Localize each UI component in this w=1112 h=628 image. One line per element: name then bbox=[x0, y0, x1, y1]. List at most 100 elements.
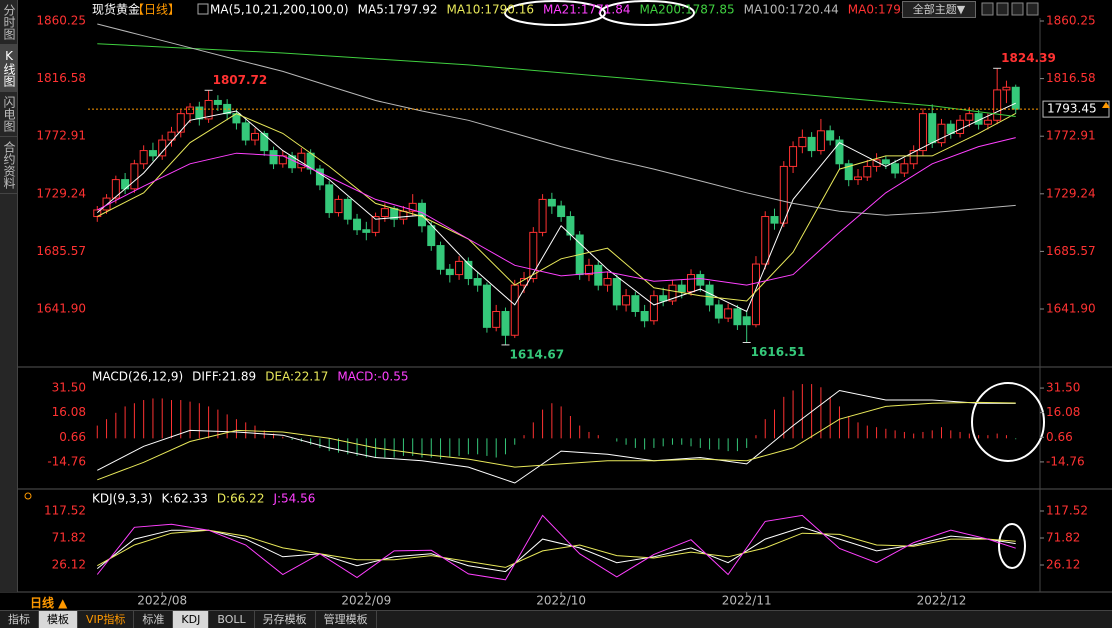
indicator-line bbox=[97, 23, 1016, 216]
candle-body bbox=[334, 198, 343, 214]
theme-select[interactable]: 全部主题▼ bbox=[902, 1, 976, 18]
y-tick-label: 1816.58 bbox=[36, 71, 86, 85]
candle-body bbox=[640, 311, 649, 322]
sidebar-tab[interactable]: 分时图 bbox=[0, 0, 17, 45]
tab[interactable]: 管理模板 bbox=[316, 611, 377, 628]
symbol: 现货黄金 bbox=[92, 2, 140, 17]
candle-body bbox=[1002, 86, 1011, 91]
tab[interactable]: KDJ bbox=[173, 611, 210, 628]
y-tick-label: 16.08 bbox=[1046, 405, 1080, 419]
candle-body bbox=[492, 311, 501, 328]
tab[interactable]: 另存模板 bbox=[255, 611, 316, 628]
y-tick-label: 1860.25 bbox=[36, 13, 86, 27]
button[interactable] bbox=[996, 2, 1009, 16]
sidebar-tab[interactable]: K线图 bbox=[0, 45, 17, 92]
sidebar-tab[interactable]: 合约资料 bbox=[0, 137, 17, 194]
y-tick-label: 31.50 bbox=[52, 381, 86, 395]
candle-body bbox=[325, 184, 334, 214]
period-select[interactable]: 日线 ▲ bbox=[30, 596, 68, 610]
candle-body bbox=[529, 231, 538, 280]
legend-item: MA200:1787.85 bbox=[640, 3, 735, 17]
y-tick-label: 117.52 bbox=[44, 504, 86, 518]
candle-body bbox=[891, 163, 900, 174]
y-tick-label: 0.66 bbox=[1046, 430, 1073, 444]
candle-body bbox=[139, 150, 148, 165]
candle-body bbox=[826, 130, 835, 141]
candle-body bbox=[111, 179, 120, 199]
indicator-line bbox=[97, 137, 1016, 286]
candle-body bbox=[612, 278, 621, 306]
tab[interactable]: VIP指标 bbox=[78, 611, 135, 628]
extreme-label: 1824.39 bbox=[1001, 51, 1056, 65]
y-tick-label: 1641.90 bbox=[1046, 302, 1096, 316]
y-tick-label: -14.76 bbox=[1046, 454, 1085, 468]
candle-body bbox=[223, 103, 232, 115]
extreme-label: 1807.72 bbox=[213, 73, 268, 87]
button[interactable] bbox=[1026, 2, 1039, 16]
legend-item: MACD(26,12,9) bbox=[92, 370, 183, 384]
y-tick-label: 71.82 bbox=[1046, 531, 1080, 545]
sidebar: 分时图 K线图 闪电图 合约资料 bbox=[0, 0, 18, 592]
last-price-label: 1793.45 bbox=[1047, 102, 1097, 116]
y-tick-label: 16.08 bbox=[52, 405, 86, 419]
legend-item: DEA:22.17 bbox=[265, 370, 328, 384]
tab[interactable]: 指标 bbox=[0, 611, 39, 628]
candle-body bbox=[510, 284, 519, 336]
legend-item: MA10:1790.16 bbox=[447, 3, 535, 17]
candle-body bbox=[427, 225, 436, 247]
y-tick-label: 31.50 bbox=[1046, 381, 1080, 395]
settings-icon[interactable] bbox=[197, 3, 209, 15]
sidebar-tab[interactable]: 闪电图 bbox=[0, 92, 17, 137]
candle-body bbox=[761, 216, 770, 265]
candle-body bbox=[130, 163, 139, 190]
candle-body bbox=[371, 216, 380, 233]
candle-body bbox=[993, 89, 1002, 121]
y-tick-label: 26.12 bbox=[1046, 557, 1080, 571]
legend-item: K:62.33 bbox=[162, 492, 208, 506]
tab[interactable]: BOLL bbox=[209, 611, 255, 628]
y-tick-label: 1860.25 bbox=[1046, 13, 1096, 27]
y-tick-label: 117.52 bbox=[1046, 504, 1088, 518]
button[interactable] bbox=[981, 2, 994, 16]
candle-body bbox=[436, 245, 445, 270]
legend-item: MA(5,10,21,200,100,0) bbox=[210, 3, 349, 17]
candle-body bbox=[186, 106, 195, 115]
highlight-ring bbox=[998, 523, 1026, 569]
y-tick-label: 1772.91 bbox=[1046, 129, 1096, 143]
candle-body bbox=[937, 123, 946, 144]
candle-body bbox=[918, 113, 927, 152]
candle-body bbox=[863, 165, 872, 178]
candle-body bbox=[649, 295, 658, 322]
indicator-line bbox=[97, 112, 1016, 302]
candle-body bbox=[733, 308, 742, 326]
legend-item: MA21:1771.84 bbox=[543, 3, 631, 17]
legend-item: KDJ(9,3,3) bbox=[92, 492, 153, 506]
candle-body bbox=[417, 202, 426, 227]
tab[interactable]: 模板 bbox=[39, 611, 78, 628]
x-tick-label: 2022/12 bbox=[917, 594, 967, 608]
tab[interactable]: 标准 bbox=[134, 611, 174, 628]
y-tick-label: -14.76 bbox=[47, 454, 86, 468]
candle-body bbox=[677, 284, 686, 293]
candle-body bbox=[538, 198, 547, 233]
candle-body bbox=[770, 216, 779, 224]
last-price-box bbox=[1042, 100, 1110, 118]
candle-body bbox=[380, 208, 389, 218]
indicator-line bbox=[97, 529, 1016, 568]
pane-icon[interactable] bbox=[24, 492, 32, 500]
y-tick-label: 0.66 bbox=[59, 430, 86, 444]
y-tick-label: 1772.91 bbox=[36, 129, 86, 143]
candle-body bbox=[213, 99, 222, 105]
candle-body bbox=[807, 136, 816, 152]
indicator-line bbox=[97, 401, 1016, 481]
y-tick-label: 26.12 bbox=[52, 557, 86, 571]
candle-body bbox=[816, 130, 825, 152]
candle-body bbox=[909, 150, 918, 165]
y-tick-label: 1685.57 bbox=[36, 244, 86, 258]
candle-body bbox=[204, 99, 213, 120]
candle-body bbox=[473, 278, 482, 286]
button[interactable] bbox=[1011, 2, 1024, 16]
candle-body bbox=[696, 274, 705, 286]
